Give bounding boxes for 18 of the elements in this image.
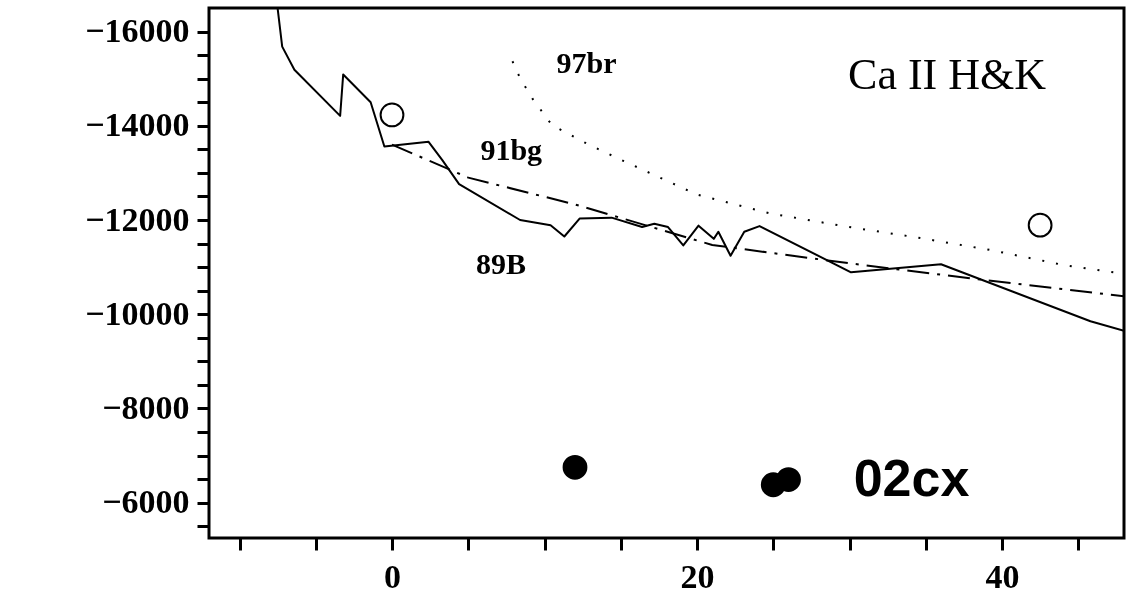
y-tick-label: −12000 xyxy=(85,200,190,238)
point xyxy=(562,454,588,480)
point xyxy=(379,102,405,128)
y-tick-label: −14000 xyxy=(85,106,190,144)
series-label: 89B xyxy=(476,247,527,280)
x-tick-label: 0 xyxy=(384,557,401,595)
y-tick-label: −10000 xyxy=(85,294,190,332)
x-tick-label: 20 xyxy=(680,557,715,595)
series-label: 02cx xyxy=(853,448,970,507)
y-tick-label: −8000 xyxy=(102,388,190,426)
point xyxy=(1027,212,1053,238)
y-tick-label: −6000 xyxy=(102,483,190,521)
series-label: 97br xyxy=(556,46,617,80)
annotation: Ca II H&K xyxy=(848,50,1047,99)
series-label: 91bg xyxy=(480,132,543,166)
y-tick-label: −16000 xyxy=(85,12,190,50)
x-tick-label: 40 xyxy=(985,557,1020,595)
point xyxy=(776,467,801,492)
